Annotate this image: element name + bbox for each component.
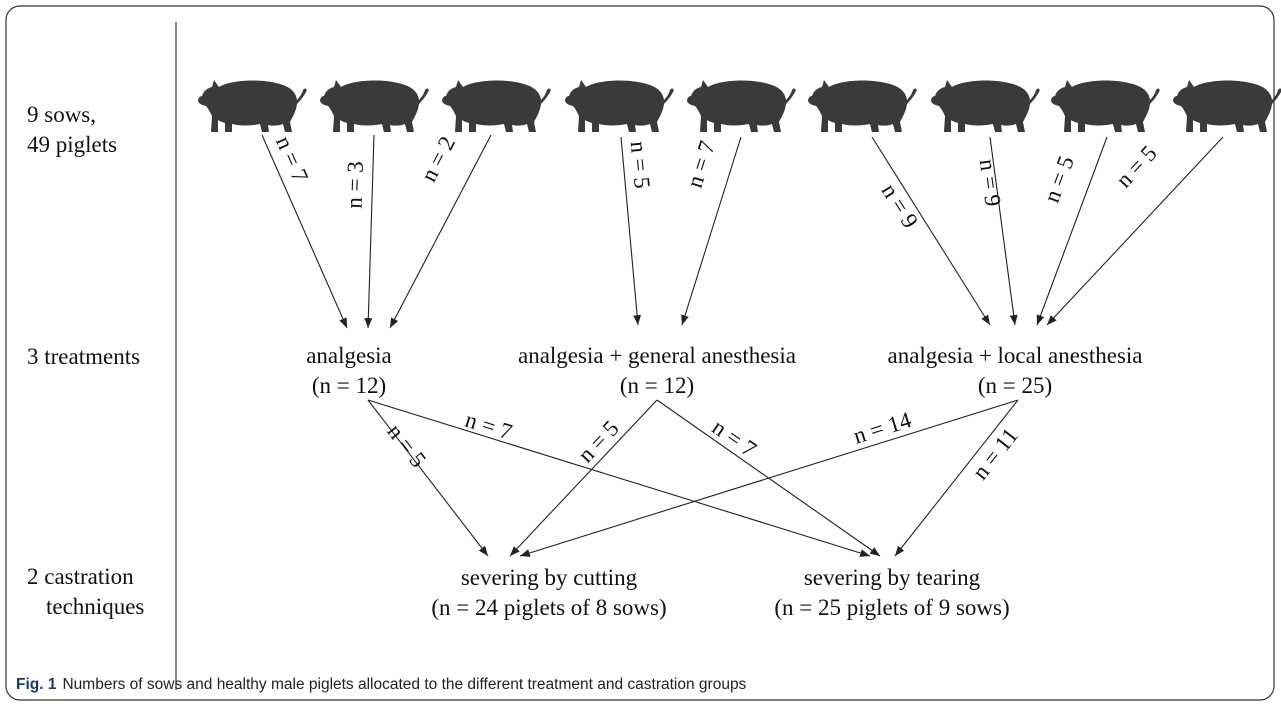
- edge-label: n = 7: [708, 414, 761, 462]
- edge-label: n = 5: [1039, 153, 1079, 206]
- arrow: [1046, 136, 1224, 326]
- arrow: [989, 136, 1018, 326]
- arrow: [519, 399, 1019, 557]
- diagram: 9 sows, 49 piglets 3 treatments 2 castratio…: [27, 80, 1281, 620]
- arrow: [364, 134, 375, 329]
- row-label: 2 castration: [27, 564, 134, 589]
- arrow: [871, 136, 991, 326]
- edge-label: n = 3: [342, 161, 368, 209]
- pig-icon: [931, 80, 1040, 132]
- technique-count: (n = 25 piglets of 9 sows): [774, 595, 1009, 620]
- row-label: 49 piglets: [27, 132, 117, 157]
- pig-icon: [565, 80, 674, 132]
- edge-label: n = 7: [462, 407, 515, 445]
- edge-label: n = 2: [416, 132, 460, 186]
- caption: Fig. 1 Numbers of sows and healthy male p…: [16, 676, 747, 693]
- arrow: [367, 399, 871, 557]
- edge-label: n = 5: [1111, 141, 1162, 193]
- pig-icon: [1051, 80, 1160, 132]
- arrow: [261, 134, 348, 329]
- arrow: [367, 399, 489, 557]
- edge-label: n = 5: [382, 419, 431, 472]
- pig-icon: [442, 80, 551, 132]
- edge-label: n = 7: [682, 138, 720, 191]
- arrow: [1036, 136, 1108, 326]
- edge-label: n = 5: [626, 140, 655, 190]
- pig-icon: [808, 80, 917, 132]
- arrow: [509, 399, 658, 557]
- caption-label: Fig. 1: [16, 676, 57, 693]
- row-label: 9 sows,: [27, 102, 96, 127]
- treatment-count: (n = 25): [978, 373, 1052, 398]
- arrow: [620, 136, 642, 326]
- arrow: [681, 136, 742, 326]
- edge-label: n = 9: [975, 158, 1006, 208]
- pig-icon: [198, 80, 307, 132]
- pig-icon: [320, 80, 429, 132]
- treatment-count: (n = 12): [620, 373, 694, 398]
- treatment-name: analgesia + local anesthesia: [888, 343, 1143, 368]
- treatment-name: analgesia + general anesthesia: [518, 343, 796, 368]
- arrow: [894, 399, 1019, 557]
- edge-label: n = 7: [271, 132, 313, 186]
- pig-icon: [687, 80, 796, 132]
- treatment-name: analgesia: [306, 343, 392, 368]
- technique-name: severing by tearing: [804, 565, 981, 590]
- edge-label: n = 5: [573, 416, 624, 468]
- edge-label: n = 9: [877, 179, 923, 233]
- arrow: [389, 134, 492, 329]
- pig-icon: [1173, 80, 1281, 132]
- treatment-count: (n = 12): [312, 373, 386, 398]
- technique-name: severing by cutting: [461, 565, 638, 590]
- row-label: 3 treatments: [27, 344, 140, 369]
- frame: [5, 5, 1275, 701]
- technique-count: (n = 24 piglets of 8 sows): [431, 595, 666, 620]
- caption-text: Numbers of sows and healthy male piglets…: [62, 676, 746, 693]
- row-label: techniques: [46, 594, 144, 619]
